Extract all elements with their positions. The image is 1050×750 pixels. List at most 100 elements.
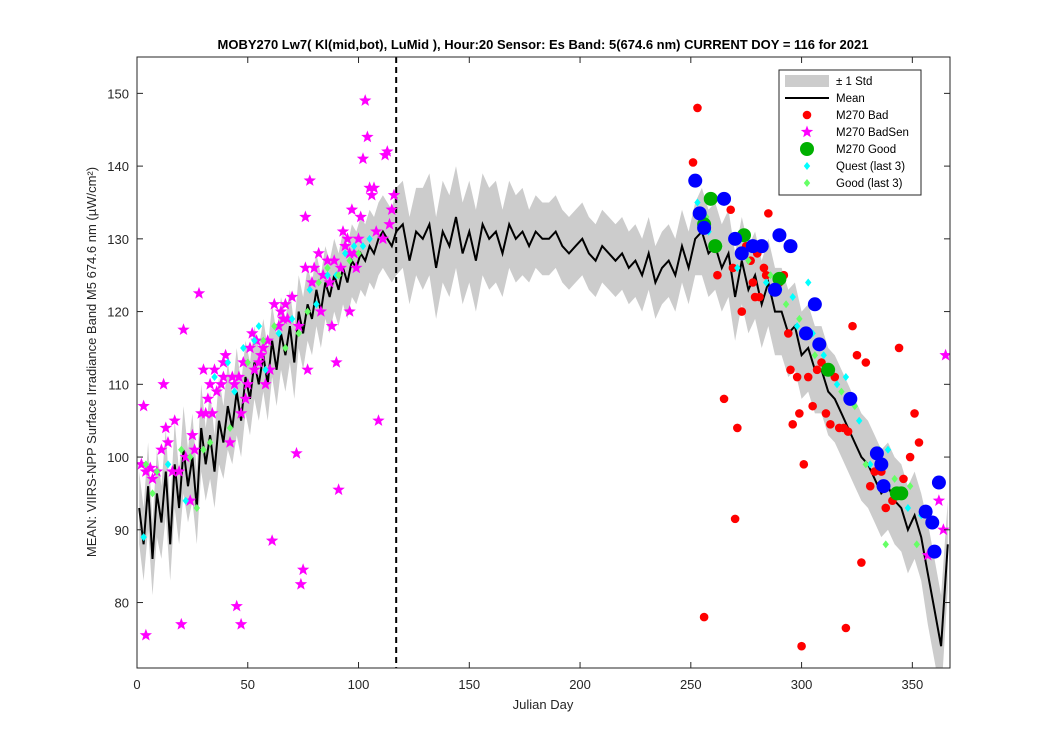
point-m270-badsen [197, 363, 210, 375]
point-m270-badsen [334, 261, 347, 274]
point-m270-badsen [157, 377, 170, 390]
point-good-last-3 [913, 540, 920, 549]
point-quest-last-3 [182, 496, 189, 505]
point-m270-badsen [215, 377, 228, 390]
point-m270-badsen [230, 599, 243, 612]
point-m270-badsen [274, 305, 288, 317]
point-m270-badsen [199, 406, 212, 419]
point-quest-last-3 [359, 242, 367, 251]
point-m270-badsen [237, 356, 250, 368]
point-m270-bad [905, 452, 915, 462]
legend-label: ± 1 Std [836, 76, 872, 88]
point-m270-badsen [272, 319, 285, 332]
point-good-last-3 [149, 489, 156, 498]
point-blue [692, 206, 707, 221]
point-m270-badsen [234, 406, 248, 419]
legend-swatch [800, 142, 814, 156]
point-m270-badsen [383, 217, 396, 230]
point-m270-badsen [294, 577, 308, 590]
point-m270-bad [843, 427, 853, 436]
point-m270-badsen [137, 399, 150, 412]
point-m270-badsen [316, 268, 330, 281]
point-m270-badsen [336, 225, 350, 237]
point-m270-badsen [314, 305, 327, 317]
x-tick-label: 150 [458, 677, 480, 692]
point-good-last-3 [186, 453, 194, 462]
point-m270-badsen [139, 465, 152, 477]
y-axis-label: MEAN: VIIRS-NPP Surface Irradiance Band … [84, 167, 99, 557]
point-m270-badsen [137, 457, 148, 470]
point-m270-badsen [201, 392, 215, 405]
y-tick-label: 90 [115, 523, 129, 538]
point-m270-badsen [341, 232, 354, 245]
point-blue [918, 504, 933, 519]
point-m270-badsen [370, 225, 383, 237]
point-m270-bad [826, 420, 835, 429]
point-quest-last-3 [313, 300, 320, 309]
point-m270-badsen [219, 348, 232, 361]
point-blue [925, 515, 940, 530]
legend-swatch [785, 75, 829, 87]
point-m270-badsen [381, 145, 394, 157]
point-m270-badsen [376, 232, 390, 245]
point-m270-badsen [365, 188, 378, 201]
point-good-last-3 [324, 263, 331, 272]
point-good-last-3 [796, 314, 803, 323]
point-m270-badsen [265, 534, 279, 546]
y-tick-label: 140 [107, 159, 129, 174]
point-quest-last-3 [884, 445, 892, 454]
y-tick-label: 80 [115, 596, 129, 611]
point-good-last-3 [346, 256, 353, 265]
point-m270-badsen [350, 261, 363, 274]
point-m270-badsen [297, 563, 310, 576]
point-m270-badsen [361, 130, 374, 143]
legend-label: M270 BadSen [836, 127, 909, 139]
point-m270-bad [761, 270, 771, 280]
point-quest-last-3 [842, 373, 850, 382]
point-good-last-3 [906, 482, 914, 491]
legend-swatch [802, 110, 812, 120]
point-quest-last-3 [793, 322, 801, 331]
point-m270-badsen [345, 203, 359, 215]
point-blue [843, 391, 858, 406]
point-quest-last-3 [805, 278, 812, 287]
point-m270-bad [788, 420, 798, 429]
point-m270-good [703, 191, 718, 206]
point-m270-badsen [328, 254, 341, 266]
point-m270-badsen [186, 428, 199, 441]
point-quest-last-3 [855, 416, 863, 425]
point-m270-bad [783, 329, 793, 338]
point-m270-bad [803, 372, 813, 382]
point-quest-last-3 [734, 263, 741, 272]
point-m270-bad [852, 350, 862, 360]
point-m270-badsen [354, 210, 367, 223]
point-m270-badsen [292, 319, 305, 332]
y-tick-label: 130 [107, 232, 129, 247]
point-good-last-3 [745, 256, 752, 265]
point-m270-good [821, 362, 836, 377]
x-tick-label: 100 [348, 677, 370, 692]
point-m270-bad [914, 438, 924, 447]
point-quest-last-3 [694, 198, 701, 207]
point-m270-bad [786, 365, 795, 375]
point-blue [717, 191, 732, 206]
point-m270-badsen [285, 290, 299, 303]
point-m270-badsen [208, 363, 221, 375]
legend-label: Mean [836, 93, 865, 105]
x-tick-label: 200 [569, 677, 591, 692]
point-m270-badsen [279, 297, 292, 310]
axes: 0 50 100 150 200 250 300 350 80 90 100 110 120 130 140… [107, 57, 950, 692]
point-m270-badsen [261, 334, 274, 346]
point-good-last-3 [226, 423, 234, 432]
point-m270-badsen [252, 356, 265, 368]
point-blue [869, 446, 884, 461]
point-m270-badsen [308, 261, 321, 274]
point-m270-good [708, 239, 723, 254]
point-m270-badsen [144, 461, 157, 474]
point-m270-badsen [301, 363, 314, 375]
x-tick-label: 300 [791, 677, 813, 692]
point-blue [728, 231, 743, 246]
point-m270-bad [699, 612, 709, 622]
point-m270-badsen [243, 341, 257, 354]
